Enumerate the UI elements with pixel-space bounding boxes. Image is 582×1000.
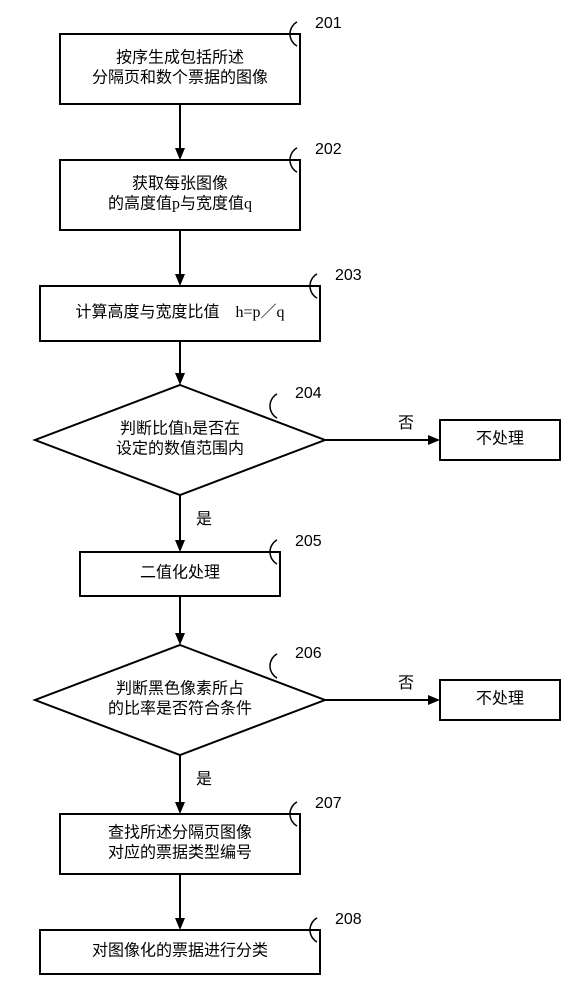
edge-label: 否 xyxy=(398,415,414,432)
svg-text:分隔页和数个票据的图像: 分隔页和数个票据的图像 xyxy=(92,69,268,87)
svg-text:对图像化的票据进行分类: 对图像化的票据进行分类 xyxy=(92,942,268,960)
svg-text:的高度值p与宽度值q: 的高度值p与宽度值q xyxy=(108,195,252,213)
step-label-208: 208 xyxy=(335,911,362,928)
step-label-206: 206 xyxy=(295,645,322,662)
step-label-203: 203 xyxy=(335,267,362,284)
svg-text:二值化处理: 二值化处理 xyxy=(140,564,220,582)
step-label-207: 207 xyxy=(315,795,342,812)
svg-text:不处理: 不处理 xyxy=(476,430,524,448)
svg-text:计算高度与宽度比值 h=p／q: 计算高度与宽度比值 h=p／q xyxy=(75,302,284,321)
svg-text:按序生成包括所述: 按序生成包括所述 xyxy=(116,49,244,67)
svg-text:设定的数值范围内: 设定的数值范围内 xyxy=(116,440,244,458)
svg-text:不处理: 不处理 xyxy=(476,690,524,708)
edge-label: 是 xyxy=(196,771,212,788)
svg-text:的比率是否符合条件: 的比率是否符合条件 xyxy=(108,700,252,718)
edge-label: 否 xyxy=(398,675,414,692)
edge-label: 是 xyxy=(196,511,212,528)
svg-text:查找所述分隔页图像: 查找所述分隔页图像 xyxy=(108,824,252,842)
step-label-202: 202 xyxy=(315,141,342,158)
svg-text:对应的票据类型编号: 对应的票据类型编号 xyxy=(108,843,252,862)
svg-text:判断黑色像素所占: 判断黑色像素所占 xyxy=(116,680,244,698)
step-label-201: 201 xyxy=(315,15,342,32)
step-label-204: 204 xyxy=(295,385,322,402)
svg-text:判断比值h是否在: 判断比值h是否在 xyxy=(120,420,240,438)
step-label-205: 205 xyxy=(295,533,322,550)
svg-text:获取每张图像: 获取每张图像 xyxy=(132,175,228,193)
